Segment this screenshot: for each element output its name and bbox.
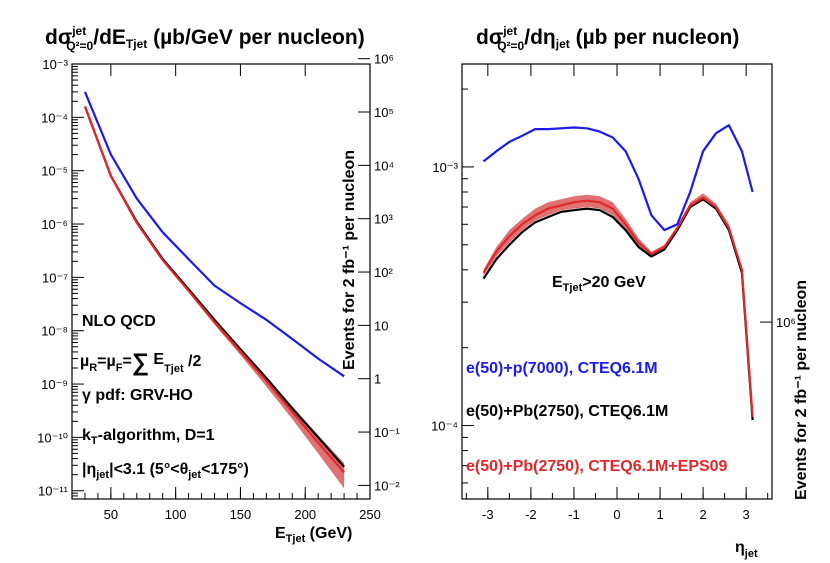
y2-tick-label: 10: [374, 318, 388, 333]
x-tick-label: 200: [294, 507, 316, 522]
left-y-ticks: 10⁻¹¹ 10⁻¹⁰ 10⁻⁹ 10⁻⁸ 10⁻⁷ 10⁻⁶ 10⁻⁵ 10⁻⁴ 10⁻³: [37, 57, 84, 500]
x-tick-label: -3: [482, 507, 494, 522]
y-tick-label: 10⁻¹¹: [38, 484, 69, 499]
series-line-red: [482, 196, 754, 417]
left-right-axis-label: Events for 2 fb⁻¹ per nucleon: [341, 150, 358, 370]
y2-tick-label: 10³: [374, 212, 393, 227]
series-line-blue: [83, 91, 345, 378]
annotation-algorithm: kT-algorithm, D=1: [82, 427, 215, 447]
right-right-axis-label: Events for 2 fb⁻¹ per nucleon: [793, 280, 810, 500]
annotation-pdf: γ pdf: GRV-HO: [82, 387, 193, 404]
y-tick-label: 10⁻⁴: [431, 419, 458, 434]
x-tick-label: 2: [699, 507, 706, 522]
y2-tick-label: 10⁴: [374, 158, 394, 173]
legend-entry-epb: e(50)+Pb(2750), CTEQ6.1M: [466, 403, 668, 420]
x-tick-label: 150: [230, 507, 252, 522]
legend: e(50)+p(7000), CTEQ6.1M e(50)+Pb(2750), …: [466, 360, 728, 475]
right-y2-ticks: 10⁶: [760, 315, 796, 330]
y-tick-label: 10⁻⁶: [41, 217, 68, 232]
left-annotations: NLO QCD µR=µF=∑ ETjet /2 γ pdf: GRV-HO k…: [80, 313, 249, 481]
x-tick-label: -2: [525, 507, 537, 522]
right-y-ticks: 10⁻⁴ 10⁻³: [431, 88, 474, 484]
x-tick-label: 50: [104, 507, 118, 522]
y-tick-label: 10⁻³: [42, 57, 68, 72]
y2-tick-label: 10⁶: [374, 52, 394, 67]
x-tick-label: 0: [613, 507, 620, 522]
y2-tick-label: 10⁶: [776, 315, 796, 330]
y-tick-label: 10⁻⁸: [41, 324, 68, 339]
legend-entry-ep: e(50)+p(7000), CTEQ6.1M: [466, 360, 658, 377]
series-line-red: [83, 106, 345, 474]
series-line-blue: [482, 124, 754, 232]
y2-tick-label: 1: [374, 372, 381, 387]
left-title: dσjet Q²=0/dETjet (µb/GeV per nucleon): [45, 24, 365, 53]
right-curves: [482, 124, 754, 421]
y2-tick-label: 10⁻¹: [374, 425, 400, 440]
x-tick-label: 100: [165, 507, 187, 522]
annotation-et-cut: ETjet>20 GeV: [552, 274, 646, 294]
legend-entry-epb-eps09: e(50)+Pb(2750), CTEQ6.1M+EPS09: [466, 458, 728, 475]
x-tick-label: -1: [568, 507, 580, 522]
y-tick-label: 10⁻⁴: [41, 110, 68, 125]
x-tick-label: 1: [656, 507, 663, 522]
left-x-ticks: 50 100 150 200 250: [84, 64, 381, 522]
right-x-axis-label: ηjet: [735, 539, 758, 560]
annotation-eta-cut: |ηjet|<3.1 (5°<θjet<175°): [82, 461, 249, 481]
y-tick-label: 10⁻³: [432, 160, 458, 175]
y-tick-label: 10⁻⁷: [42, 270, 68, 285]
series-line-black: [482, 198, 754, 421]
y-tick-label: 10⁻⁵: [41, 164, 68, 179]
y-tick-label: 10⁻⁹: [41, 377, 68, 392]
left-curves: [83, 91, 345, 474]
left-x-axis-label: ETjet (GeV): [275, 525, 352, 545]
right-title: dσjet Q²=0/dηjet (µb per nucleon): [476, 24, 739, 53]
annotation-nlo: NLO QCD: [82, 313, 156, 330]
right-panel: dσjet Q²=0/dηjet (µb per nucleon) -3 -2 -1 0…: [431, 24, 810, 560]
x-tick-label: 250: [359, 507, 381, 522]
left-panel: dσjet Q²=0/dETjet (µb/GeV per nucleon) 50…: [37, 24, 400, 545]
left-plot-frame: [71, 63, 371, 500]
y2-tick-label: 10⁻²: [374, 478, 400, 493]
y-tick-label: 10⁻¹⁰: [37, 430, 68, 445]
left-y2-ticks: 10⁻² 10⁻¹ 1 10 10² 10³ 10⁴ 10⁵ 10⁶: [358, 52, 400, 493]
annotation-scale: µR=µF=∑ ETjet /2: [80, 349, 202, 376]
y2-tick-label: 10⁵: [374, 105, 394, 120]
right-x-ticks: -3 -2 -1 0 1 2 3: [465, 64, 769, 522]
x-tick-label: 3: [743, 507, 750, 522]
y2-tick-label: 10²: [374, 265, 393, 280]
